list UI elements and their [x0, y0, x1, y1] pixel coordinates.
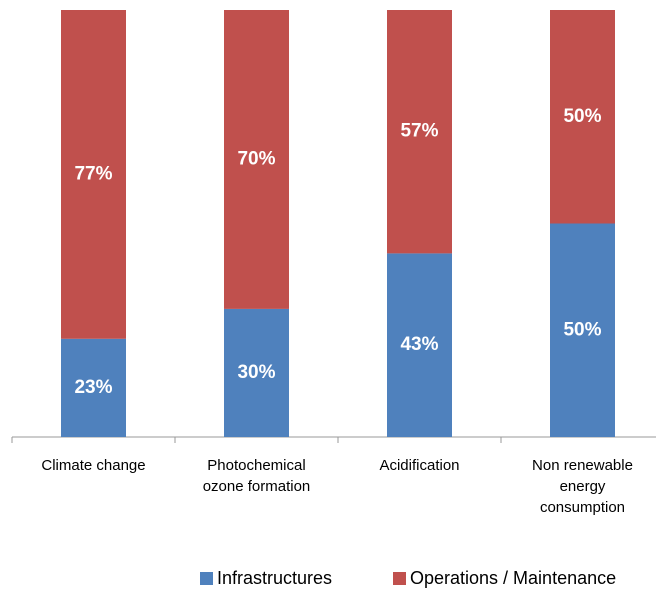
bar-segment — [387, 253, 452, 437]
data-label: 57% — [400, 121, 438, 142]
data-label: 43% — [400, 334, 438, 355]
legend-label: Infrastructures — [217, 568, 332, 588]
bar-segment — [61, 10, 126, 339]
x-tick-label: Non renewable energy consumption — [532, 457, 633, 516]
bar-segment — [550, 223, 615, 437]
data-label: 23% — [74, 377, 112, 398]
legend-swatch — [393, 572, 406, 585]
x-tick-label: Photochemical ozone formation — [202, 457, 311, 495]
data-label: 77% — [74, 163, 112, 184]
data-label: 30% — [237, 362, 275, 383]
legend-label: Operations / Maintenance — [410, 568, 616, 588]
bar-segment — [61, 338, 126, 437]
x-tick-label: Acidification — [379, 457, 460, 474]
legend-swatch — [200, 572, 213, 585]
bar-segment — [387, 10, 452, 254]
data-label: 50% — [563, 319, 601, 340]
bar-segment — [224, 308, 289, 437]
bar-segment — [224, 10, 289, 309]
data-label: 70% — [237, 148, 275, 169]
bar-segment — [550, 10, 615, 224]
data-label: 50% — [563, 106, 601, 127]
x-tick-label: Climate change — [41, 457, 146, 474]
